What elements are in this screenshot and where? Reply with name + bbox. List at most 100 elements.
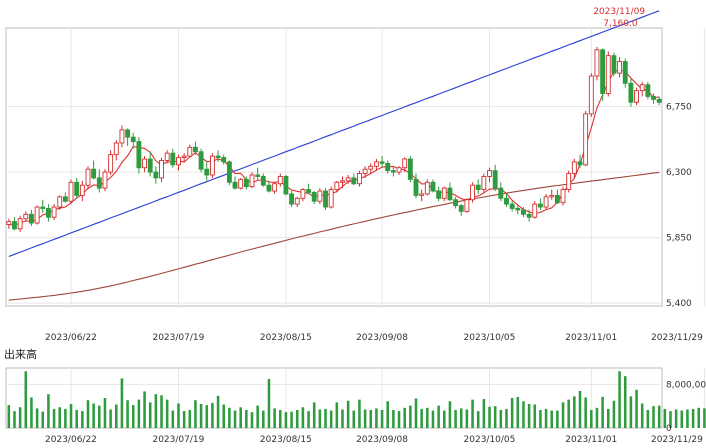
- volume-bar: [335, 402, 339, 428]
- volume-bar: [697, 407, 701, 428]
- volume-bar: [443, 410, 446, 428]
- volume-bar: [618, 371, 621, 428]
- candle-body: [656, 98, 662, 103]
- volume-bar: [499, 410, 503, 428]
- volume-bar: [171, 410, 175, 428]
- candle-body: [345, 177, 351, 182]
- candle-body: [255, 174, 261, 177]
- candle-body: [29, 213, 34, 224]
- volume-bar: [403, 407, 406, 428]
- volume-bar: [488, 406, 491, 428]
- volume-bar: [346, 400, 350, 428]
- candle-body: [23, 213, 29, 220]
- candle-body: [379, 161, 385, 164]
- volume-bar: [47, 394, 50, 428]
- volume-bar: [539, 410, 542, 428]
- candle-body: [368, 165, 374, 170]
- volume-date-tick-label: 2023/11/01: [565, 435, 617, 445]
- volume-bar: [262, 410, 265, 428]
- candle-body: [492, 170, 498, 189]
- volume-bar: [550, 410, 553, 428]
- volume-bar: [18, 407, 22, 428]
- candle-body: [526, 213, 532, 218]
- candle-body: [193, 146, 198, 153]
- candle-body: [611, 55, 617, 74]
- volume-bar: [81, 411, 84, 428]
- volume-bar: [505, 408, 508, 428]
- volume-bar: [35, 408, 39, 428]
- date-axis-volume: 2023/06/22 2023/07/19 2023/08/15 2023/09/08…: [45, 435, 703, 445]
- candle-body: [487, 170, 492, 177]
- candle-body: [328, 189, 334, 208]
- volume-bar: [686, 409, 689, 428]
- volume-bar: [154, 394, 158, 428]
- candle-body: [498, 187, 504, 199]
- candle-body: [628, 82, 634, 103]
- volume-bar: [222, 404, 225, 428]
- candle-body: [204, 168, 210, 176]
- volume-bar: [199, 404, 203, 428]
- candle-body: [577, 161, 583, 166]
- candle-body: [385, 162, 391, 172]
- volume-bar: [75, 410, 78, 428]
- volume-bar: [228, 407, 231, 428]
- volume-tick-label: 8,000,00: [666, 380, 706, 390]
- volume-bar: [426, 407, 429, 428]
- candle-body: [475, 184, 481, 191]
- date-tick-label: 2023/10/05: [464, 333, 516, 343]
- candle-body: [96, 177, 102, 189]
- candle-body: [238, 178, 244, 189]
- candle-body: [243, 178, 249, 188]
- candle-body: [108, 154, 114, 173]
- volume-bar: [324, 408, 327, 428]
- volume-bar: [52, 408, 56, 428]
- candle-body: [68, 181, 74, 202]
- volume-bar: [363, 409, 367, 428]
- volume-bar: [482, 399, 486, 428]
- volume-bars: [7, 371, 706, 428]
- candle-body: [639, 84, 645, 92]
- candle-body: [136, 141, 142, 169]
- moving-average-mid: [8, 10, 660, 258]
- volume-bar: [431, 410, 435, 428]
- candle-body: [170, 152, 176, 166]
- volume-bar: [239, 407, 242, 428]
- volume-bar: [109, 409, 112, 428]
- volume-bar: [256, 405, 259, 428]
- volume-bar: [148, 402, 152, 428]
- volume-bar: [590, 410, 593, 428]
- candle-body: [464, 199, 470, 212]
- volume-bar: [279, 410, 282, 428]
- candle-body: [91, 168, 97, 179]
- candle-body: [198, 151, 204, 170]
- volume-bar: [516, 396, 520, 428]
- volume-bar: [601, 396, 604, 428]
- volume-date-tick-label: 2023/08/15: [260, 435, 312, 445]
- high-annotation-value: 7,160.0: [603, 19, 638, 29]
- volume-bar: [98, 405, 101, 428]
- candle-body: [272, 183, 278, 192]
- candle-body: [362, 168, 368, 174]
- volume-bar: [380, 410, 384, 428]
- candle-body: [504, 197, 509, 205]
- volume-bar: [267, 378, 271, 428]
- candle-body: [402, 158, 408, 169]
- candle-body: [424, 181, 430, 195]
- volume-bar: [64, 408, 67, 428]
- candle-body: [645, 84, 651, 97]
- candle-body: [249, 174, 255, 188]
- candle-body: [419, 193, 425, 196]
- volume-bar: [386, 401, 389, 428]
- price-frame: [5, 27, 663, 307]
- volume-bar: [137, 399, 141, 428]
- volume-bar: [103, 398, 107, 428]
- candle-body: [79, 184, 85, 196]
- volume-bar: [24, 371, 28, 428]
- volume-bar: [414, 398, 418, 428]
- candle-body: [153, 171, 159, 179]
- volume-bar: [160, 395, 163, 428]
- volume-bar: [329, 410, 333, 428]
- volume-bar: [573, 396, 576, 428]
- candle-body: [17, 218, 23, 230]
- volume-bar: [471, 399, 474, 428]
